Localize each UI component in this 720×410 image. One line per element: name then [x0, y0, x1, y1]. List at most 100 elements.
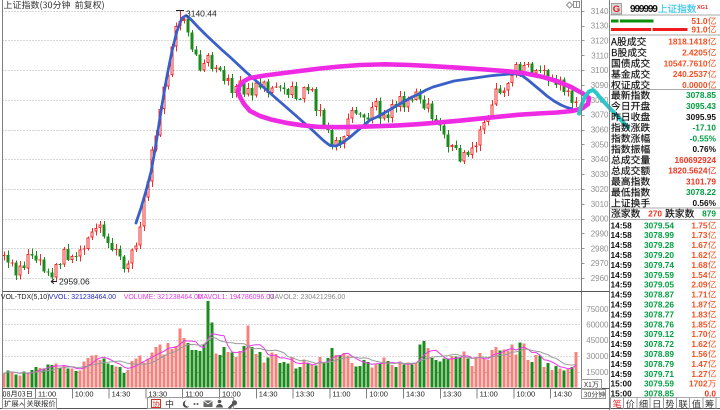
svg-text:3078.26: 3078.26	[644, 300, 674, 310]
svg-text:14:59: 14:59	[611, 260, 633, 270]
svg-text:2959.06: 2959.06	[59, 277, 90, 287]
svg-text:3079.20: 3079.20	[644, 250, 674, 260]
svg-text:2.4205: 2.4205	[682, 48, 708, 58]
svg-text:10547.7610: 10547.7610	[664, 58, 708, 68]
svg-text:13:30: 13:30	[148, 389, 167, 398]
svg-text:3079.71: 3079.71	[644, 369, 674, 379]
svg-text:15:00: 15:00	[611, 389, 633, 399]
svg-text:11:00: 11:00	[185, 389, 203, 398]
svg-text:3090: 3090	[591, 81, 609, 90]
svg-text:2.09: 2.09	[691, 280, 708, 290]
svg-text:VVOL: 321238464.00: VVOL: 321238464.00	[49, 294, 116, 301]
svg-text:1.62: 1.62	[691, 339, 708, 349]
svg-text:14:30: 14:30	[406, 389, 425, 398]
svg-text:3078.72: 3078.72	[644, 339, 674, 349]
svg-text:VOL-TDX(5,10): VOL-TDX(5,10)	[1, 294, 50, 301]
svg-text:75000: 75000	[586, 305, 609, 314]
svg-text:3078.99: 3078.99	[644, 230, 674, 240]
svg-text:3095.95: 3095.95	[686, 112, 716, 122]
svg-text:14:59: 14:59	[611, 329, 633, 339]
svg-text:3040: 3040	[591, 155, 609, 164]
svg-text:879: 879	[702, 208, 716, 218]
svg-text:1.75: 1.75	[691, 220, 708, 230]
svg-text:14:30: 14:30	[259, 389, 278, 398]
svg-text:3140.44: 3140.44	[186, 9, 217, 19]
svg-text:3079.05: 3079.05	[644, 280, 674, 290]
svg-text:1702: 1702	[689, 379, 708, 389]
svg-text:270: 270	[648, 208, 662, 218]
svg-text:240.2537: 240.2537	[673, 69, 708, 79]
svg-text:10:00: 10:00	[369, 389, 388, 398]
svg-text:3110: 3110	[591, 51, 609, 60]
svg-text:1.47: 1.47	[691, 359, 708, 369]
svg-text:1.68: 1.68	[691, 260, 708, 270]
svg-text:14:59: 14:59	[611, 280, 633, 290]
svg-text:1820.5624: 1820.5624	[668, 166, 708, 176]
svg-text:15:00: 15:00	[611, 379, 633, 389]
svg-text:G: G	[613, 4, 620, 15]
svg-text:14:58: 14:58	[611, 240, 633, 250]
svg-text:3078.76: 3078.76	[644, 319, 674, 329]
svg-text:14:59: 14:59	[611, 359, 633, 369]
svg-text:14:59: 14:59	[611, 349, 633, 359]
svg-text:1.73: 1.73	[691, 230, 708, 240]
svg-text:10:00: 10:00	[75, 389, 94, 398]
svg-text:3078.87: 3078.87	[644, 290, 674, 300]
svg-text:91.0: 91.0	[691, 24, 708, 34]
svg-text:-0.55%: -0.55%	[690, 133, 717, 143]
svg-text:1.54: 1.54	[691, 270, 708, 280]
svg-text:3000: 3000	[591, 215, 609, 224]
svg-text:XG1: XG1	[697, 5, 708, 11]
svg-text:160692924: 160692924	[674, 155, 716, 165]
svg-text:14:58: 14:58	[611, 220, 633, 230]
svg-text:3080: 3080	[591, 96, 609, 105]
svg-text:3095.43: 3095.43	[686, 101, 716, 111]
svg-text:3078.79: 3078.79	[644, 359, 674, 369]
svg-text:3010: 3010	[591, 200, 609, 209]
svg-text:3050: 3050	[591, 140, 609, 149]
svg-text:3140: 3140	[591, 7, 609, 16]
svg-text:14:59: 14:59	[611, 270, 633, 280]
svg-text:30000: 30000	[586, 352, 609, 361]
svg-text:14:30: 14:30	[553, 389, 572, 398]
svg-text:3020: 3020	[591, 185, 609, 194]
svg-text:3070: 3070	[591, 111, 609, 120]
svg-text:11:00: 11:00	[38, 389, 56, 398]
svg-text:14:58: 14:58	[611, 250, 633, 260]
svg-text:14:59: 14:59	[611, 319, 633, 329]
svg-text:3130: 3130	[591, 22, 609, 31]
svg-text:2990: 2990	[591, 230, 609, 239]
svg-text:3079.54: 3079.54	[644, 220, 674, 230]
svg-text:3078.85: 3078.85	[686, 90, 716, 100]
svg-text:11:00: 11:00	[480, 389, 498, 398]
svg-text:3079.59: 3079.59	[644, 270, 674, 280]
svg-text:3079.28: 3079.28	[644, 240, 674, 250]
svg-text:13:30: 13:30	[443, 389, 462, 398]
svg-text:1.62: 1.62	[691, 250, 708, 260]
svg-text:1.71: 1.71	[691, 290, 708, 300]
svg-text:1.83: 1.83	[691, 309, 708, 319]
svg-text:51.0: 51.0	[691, 16, 708, 26]
svg-text:999999: 999999	[630, 4, 658, 15]
svg-text:14:59: 14:59	[611, 300, 633, 310]
svg-text:3120: 3120	[591, 37, 609, 46]
svg-text:1.87: 1.87	[691, 300, 708, 310]
svg-text:3078.85: 3078.85	[644, 389, 674, 399]
svg-text:1.70: 1.70	[691, 329, 708, 339]
svg-text:1818.1418: 1818.1418	[668, 37, 708, 47]
svg-text:3078.77: 3078.77	[644, 309, 674, 319]
svg-text:14:59: 14:59	[611, 309, 633, 319]
svg-text:13:30: 13:30	[296, 389, 315, 398]
svg-text:14:59: 14:59	[611, 290, 633, 300]
svg-text:10:00: 10:00	[516, 389, 535, 398]
svg-text:14:59: 14:59	[611, 339, 633, 349]
svg-text:MAVOL2: 230421296.00: MAVOL2: 230421296.00	[269, 294, 346, 301]
svg-text:45000: 45000	[586, 336, 609, 345]
svg-text:3078.89: 3078.89	[644, 349, 674, 359]
svg-text:60000: 60000	[586, 321, 609, 330]
svg-text:3079.12: 3079.12	[644, 329, 674, 339]
svg-text:0.0000: 0.0000	[682, 80, 708, 90]
svg-text:14:30: 14:30	[112, 389, 131, 398]
svg-text:1.85: 1.85	[691, 319, 708, 329]
svg-text:3100: 3100	[591, 66, 609, 75]
